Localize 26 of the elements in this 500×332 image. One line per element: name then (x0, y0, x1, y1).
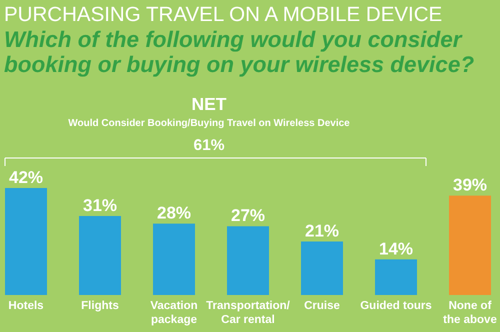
data-label: 27% (230, 206, 266, 226)
text: Would Consider Booking/Buying Travel on Wireless Device (68, 118, 350, 129)
x-tick-label: Guided tours (360, 300, 432, 312)
text: 61% (193, 137, 225, 154)
x-tick-label: Hotels (8, 300, 44, 312)
text: NET (192, 94, 227, 114)
bar (153, 224, 195, 295)
x-tick-label: Cruise (304, 300, 340, 312)
data-label: 28% (156, 204, 192, 223)
x-tick-label: None of the above (443, 300, 497, 326)
bar (301, 242, 343, 295)
bar (449, 196, 491, 295)
x-tick-label: Vacation package (150, 300, 198, 326)
data-label: 31% (82, 196, 118, 216)
chart-subtitle: Which of the following would you consider booking or buying on your wireless device? (4, 27, 474, 77)
bar (375, 259, 417, 295)
chart-title: PURCHASING TRAVEL ON A MOBILE DEVICE (4, 3, 442, 26)
x-tick-label: Transportation/ Car rental (206, 300, 291, 326)
data-label: 14% (378, 239, 414, 258)
bar (79, 216, 121, 295)
data-label: 42% (8, 168, 44, 187)
x-tick-label: Flights (81, 300, 119, 312)
bar (227, 226, 269, 295)
data-label: 21% (304, 222, 340, 240)
data-label: 39% (452, 176, 488, 195)
bar (5, 188, 47, 295)
